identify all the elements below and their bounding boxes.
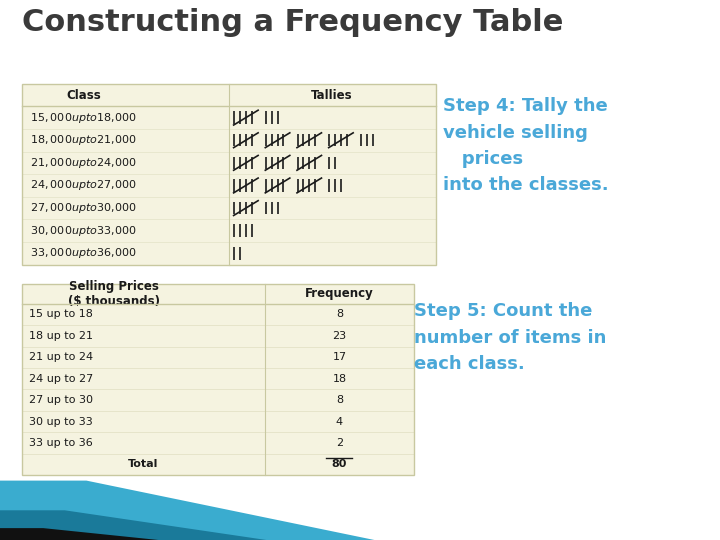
FancyBboxPatch shape — [22, 84, 436, 265]
Text: 30 up to 33: 30 up to 33 — [30, 416, 93, 427]
Text: 8: 8 — [336, 309, 343, 319]
Text: 23: 23 — [333, 331, 346, 341]
Text: 2: 2 — [336, 438, 343, 448]
Text: $27,000 up to $30,000: $27,000 up to $30,000 — [30, 201, 136, 215]
Polygon shape — [0, 528, 158, 540]
Text: Constructing a Frequency Table: Constructing a Frequency Table — [22, 8, 563, 37]
Text: 17: 17 — [333, 352, 346, 362]
Text: 21 up to 24: 21 up to 24 — [30, 352, 94, 362]
Text: 80: 80 — [332, 460, 347, 469]
Text: 8: 8 — [336, 395, 343, 405]
Text: 18: 18 — [333, 374, 346, 384]
Text: 4: 4 — [336, 416, 343, 427]
Text: 27 up to 30: 27 up to 30 — [30, 395, 94, 405]
Text: $21,000 up to $24,000: $21,000 up to $24,000 — [30, 156, 136, 170]
FancyBboxPatch shape — [22, 284, 414, 475]
Text: Step 5: Count the
number of items in
each class.: Step 5: Count the number of items in eac… — [414, 302, 606, 373]
Text: Selling Prices
($ thousands): Selling Prices ($ thousands) — [68, 280, 160, 308]
Text: $30,000 up to $33,000: $30,000 up to $33,000 — [30, 224, 136, 238]
Text: 15 up to 18: 15 up to 18 — [30, 309, 94, 319]
Text: 33 up to 36: 33 up to 36 — [30, 438, 93, 448]
Text: $24,000 up to $27,000: $24,000 up to $27,000 — [30, 178, 136, 192]
Text: Frequency: Frequency — [305, 287, 374, 300]
Text: $15,000 up to $18,000: $15,000 up to $18,000 — [30, 111, 136, 125]
Text: Tallies: Tallies — [311, 89, 353, 102]
Text: $33,000 up to $36,000: $33,000 up to $36,000 — [30, 246, 136, 260]
Polygon shape — [0, 481, 374, 540]
Text: Class: Class — [66, 89, 101, 102]
Text: Total: Total — [128, 460, 158, 469]
Text: 24 up to 27: 24 up to 27 — [30, 374, 94, 384]
Text: 18 up to 21: 18 up to 21 — [30, 331, 94, 341]
Text: $18,000 up to $21,000: $18,000 up to $21,000 — [30, 133, 136, 147]
Polygon shape — [0, 510, 266, 540]
Text: Step 4: Tally the
vehicle selling
   prices
into the classes.: Step 4: Tally the vehicle selling prices… — [443, 97, 608, 194]
